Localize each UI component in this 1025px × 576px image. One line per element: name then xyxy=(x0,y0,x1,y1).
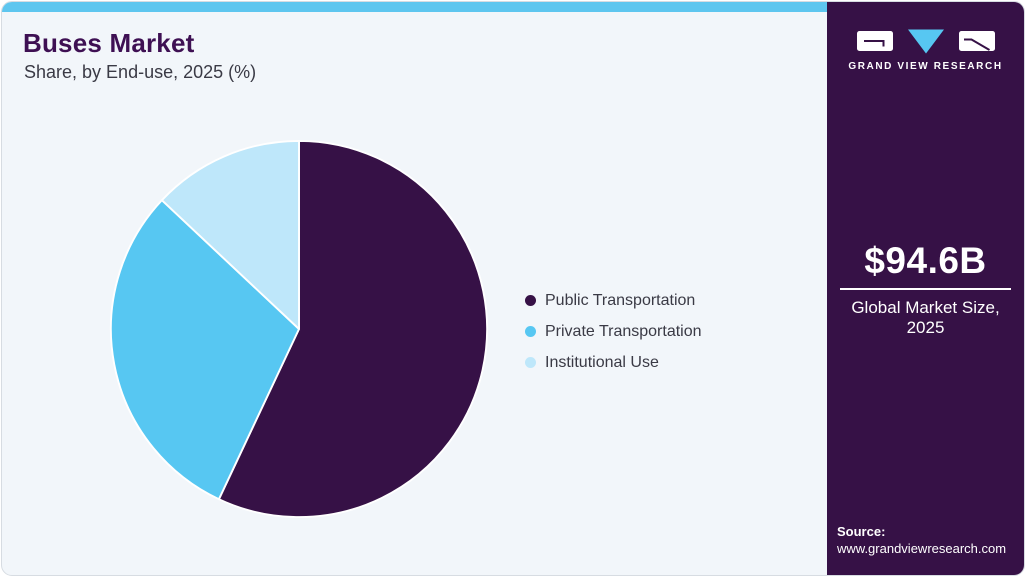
pie-chart xyxy=(109,139,489,519)
source-label: Source: xyxy=(837,523,886,539)
legend-swatch-public-transportation-icon xyxy=(525,295,536,306)
market-size-block: $94.6B Global Market Size, 2025 xyxy=(827,242,1024,338)
gvr-logo-v-triangle xyxy=(907,29,944,54)
source-block: Source: www.grandviewresearch.com xyxy=(837,523,1006,558)
page-title: Buses Market xyxy=(23,28,195,58)
legend-label-public-transportation: Public Transportation xyxy=(545,291,696,309)
gvr-logo-r-stroke xyxy=(963,38,990,51)
sidebar: GRAND VIEW RESEARCH $94.6B Global Market… xyxy=(827,2,1024,575)
page-subtitle: Share, by End-use, 2025 (%) xyxy=(24,62,257,82)
source-url: www.grandviewresearch.com xyxy=(837,541,1007,557)
top-accent-bar xyxy=(2,2,828,12)
gvr-logo: GRAND VIEW RESEARCH xyxy=(827,29,1024,72)
legend-swatch-private-transportation-icon xyxy=(525,326,536,337)
market-size-divider xyxy=(840,288,1011,290)
pie-slice-public-transportation xyxy=(217,139,489,519)
pie-slice-institutional-use xyxy=(160,139,300,330)
gvr-logo-text: GRAND VIEW RESEARCH xyxy=(848,61,1003,72)
legend-swatch-institutional-use-icon xyxy=(525,357,536,368)
gvr-logo-g-stroke xyxy=(863,40,884,47)
gvr-logo-r-block xyxy=(958,31,995,51)
pie-chart-svg xyxy=(109,139,489,519)
legend-item-private-transportation: Private Transportation xyxy=(525,323,702,340)
legend-item-institutional-use: Institutional Use xyxy=(525,354,702,371)
pie-slice-private-transportation xyxy=(109,199,300,501)
market-size-label: Global Market Size, 2025 xyxy=(851,298,1000,337)
legend-label-institutional-use: Institutional Use xyxy=(545,353,659,371)
legend-item-public-transportation: Public Transportation xyxy=(525,292,702,309)
chart-legend: Public Transportation Private Transporta… xyxy=(525,292,702,385)
gvr-logo-marks-icon xyxy=(856,29,995,54)
market-size-value: $94.6B xyxy=(864,240,987,281)
legend-label-private-transportation: Private Transportation xyxy=(545,322,702,340)
